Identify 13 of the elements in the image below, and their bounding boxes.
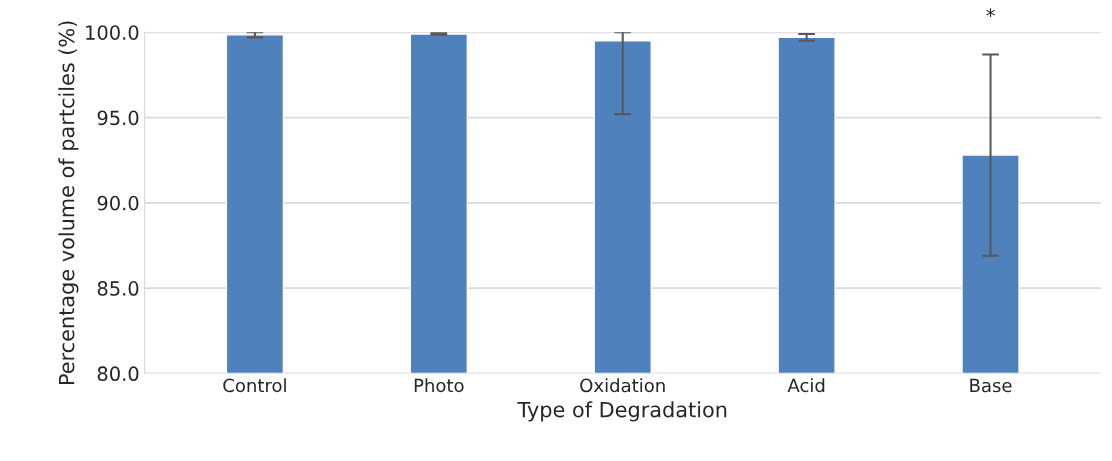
y-tick-label: 90.0 xyxy=(97,195,139,211)
y-tick-label: 100.0 xyxy=(86,25,139,40)
x-tick-label: Acid xyxy=(787,378,825,393)
x-axis-title: Type of Degradation xyxy=(517,401,727,422)
x-tick-label: Oxidation xyxy=(580,378,665,393)
y-tick-label: 80.0 xyxy=(97,366,139,382)
y-tick-label: 95.0 xyxy=(97,110,139,126)
x-tick-label: Base xyxy=(970,378,1012,393)
x-tick-label: Control xyxy=(223,378,286,393)
y-axis-title: Percentage volume of partciles (%) xyxy=(58,21,79,384)
x-tick-label: Photo xyxy=(414,378,464,393)
text: * xyxy=(986,8,995,18)
y-tick-label: 85.0 xyxy=(97,281,139,296)
